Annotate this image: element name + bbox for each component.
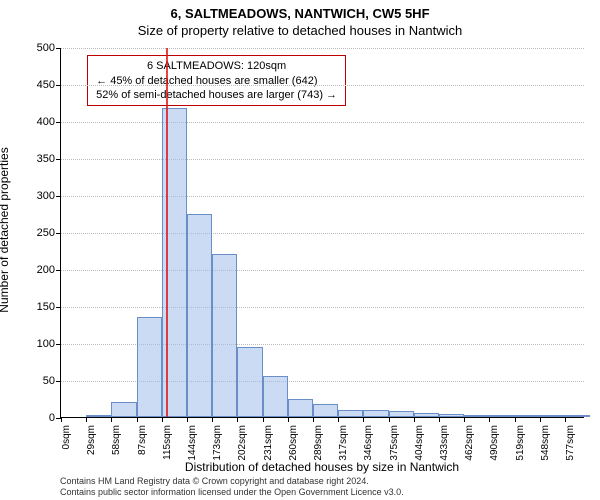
- y-tick-label: 300: [37, 190, 61, 202]
- page-title-line2: Size of property relative to detached ho…: [0, 21, 600, 38]
- y-tick-label: 150: [37, 301, 61, 313]
- footer-line2: Contains public sector information licen…: [60, 487, 584, 498]
- x-tick-label: 548sqm: [540, 421, 551, 461]
- x-tick-label: 115sqm: [162, 421, 173, 460]
- gridline: [61, 85, 584, 86]
- x-tick-label: 29sqm: [86, 421, 97, 455]
- y-tick-label: 0: [49, 412, 61, 424]
- histogram-bar: [212, 254, 237, 417]
- legend-line-property: 6 SALTMEADOWS: 120sqm: [96, 59, 337, 73]
- x-tick-label: 519sqm: [515, 421, 526, 461]
- y-tick-label: 450: [37, 79, 61, 91]
- histogram-bar: [111, 402, 136, 417]
- gridline: [61, 122, 584, 123]
- y-tick-label: 500: [37, 42, 61, 54]
- x-tick-label: 346sqm: [363, 421, 374, 461]
- legend-box: 6 SALTMEADOWS: 120sqm ← 45% of detached …: [87, 55, 346, 106]
- x-tick-label: 404sqm: [414, 421, 425, 461]
- histogram-bar: [237, 347, 262, 417]
- x-axis-label: Distribution of detached houses by size …: [60, 460, 584, 474]
- x-tick-label: 173sqm: [212, 421, 223, 461]
- x-tick-label: 289sqm: [313, 421, 324, 461]
- gridline: [61, 48, 584, 49]
- gridline: [61, 307, 584, 308]
- property-marker-line: [166, 48, 168, 417]
- histogram-bar: [86, 415, 111, 417]
- x-tick-label: 577sqm: [565, 421, 576, 461]
- histogram-bar: [439, 414, 464, 417]
- x-tick-label: 490sqm: [489, 421, 500, 461]
- gridline: [61, 233, 584, 234]
- gridline: [61, 196, 584, 197]
- y-tick-label: 350: [37, 153, 61, 165]
- page-title-line1: 6, SALTMEADOWS, NANTWICH, CW5 5HF: [0, 0, 600, 21]
- histogram-bar: [414, 413, 439, 417]
- x-tick-label: 462sqm: [464, 421, 475, 461]
- gridline: [61, 159, 584, 160]
- x-tick-label: 144sqm: [187, 421, 198, 461]
- x-tick-label: 317sqm: [338, 421, 349, 461]
- histogram-bar: [363, 410, 388, 417]
- histogram-bar: [464, 415, 489, 417]
- x-tick-label: 202sqm: [237, 421, 248, 461]
- histogram-bar: [389, 411, 414, 417]
- legend-line-larger: 52% of semi-detached houses are larger (…: [96, 88, 337, 102]
- x-tick-label: 260sqm: [288, 421, 299, 461]
- histogram-plot: 6 SALTMEADOWS: 120sqm ← 45% of detached …: [60, 48, 584, 418]
- attribution-footer: Contains HM Land Registry data © Crown c…: [60, 476, 584, 498]
- y-tick-label: 100: [37, 338, 61, 350]
- histogram-bar: [338, 410, 363, 417]
- x-tick-label: 231sqm: [263, 421, 274, 461]
- histogram-bar: [288, 399, 313, 418]
- histogram-bar: [137, 317, 162, 417]
- gridline: [61, 270, 584, 271]
- x-tick-label: 433sqm: [439, 421, 450, 461]
- histogram-bar: [263, 376, 288, 417]
- y-tick-label: 400: [37, 116, 61, 128]
- histogram-bar: [313, 404, 338, 417]
- x-tick-label: 58sqm: [111, 421, 122, 455]
- histogram-bar: [565, 415, 590, 417]
- histogram-bar: [489, 415, 514, 417]
- x-tick-label: 0sqm: [61, 421, 72, 449]
- y-tick-label: 200: [37, 264, 61, 276]
- x-tick-label: 375sqm: [389, 421, 400, 461]
- x-tick-label: 87sqm: [137, 421, 148, 455]
- y-tick-label: 250: [37, 227, 61, 239]
- footer-line1: Contains HM Land Registry data © Crown c…: [60, 476, 584, 487]
- y-tick-label: 50: [43, 375, 61, 387]
- histogram-bar: [515, 415, 540, 417]
- histogram-bar: [187, 214, 212, 418]
- histogram-bar: [540, 415, 565, 417]
